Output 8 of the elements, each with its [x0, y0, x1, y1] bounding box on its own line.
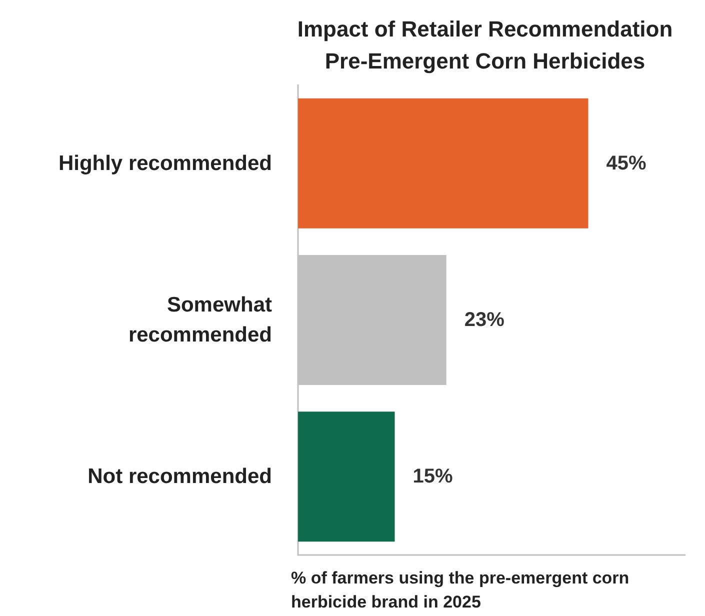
data-label: 23% [464, 309, 505, 331]
data-label: 45% [606, 152, 646, 174]
data-label: 15% [412, 466, 453, 488]
y-tick-label: Highly recommended [58, 152, 272, 175]
x-axis-title: % of farmers using the pre-emergent corn herbicide brand in 2025 [291, 568, 634, 612]
chart-title: Impact of Retailer Recommendation Pre-Emergent Corn Herbicides [297, 16, 673, 74]
y-tick-label: Somewhat recommended [128, 294, 272, 346]
y-tick-label: Not recommended [88, 465, 272, 488]
